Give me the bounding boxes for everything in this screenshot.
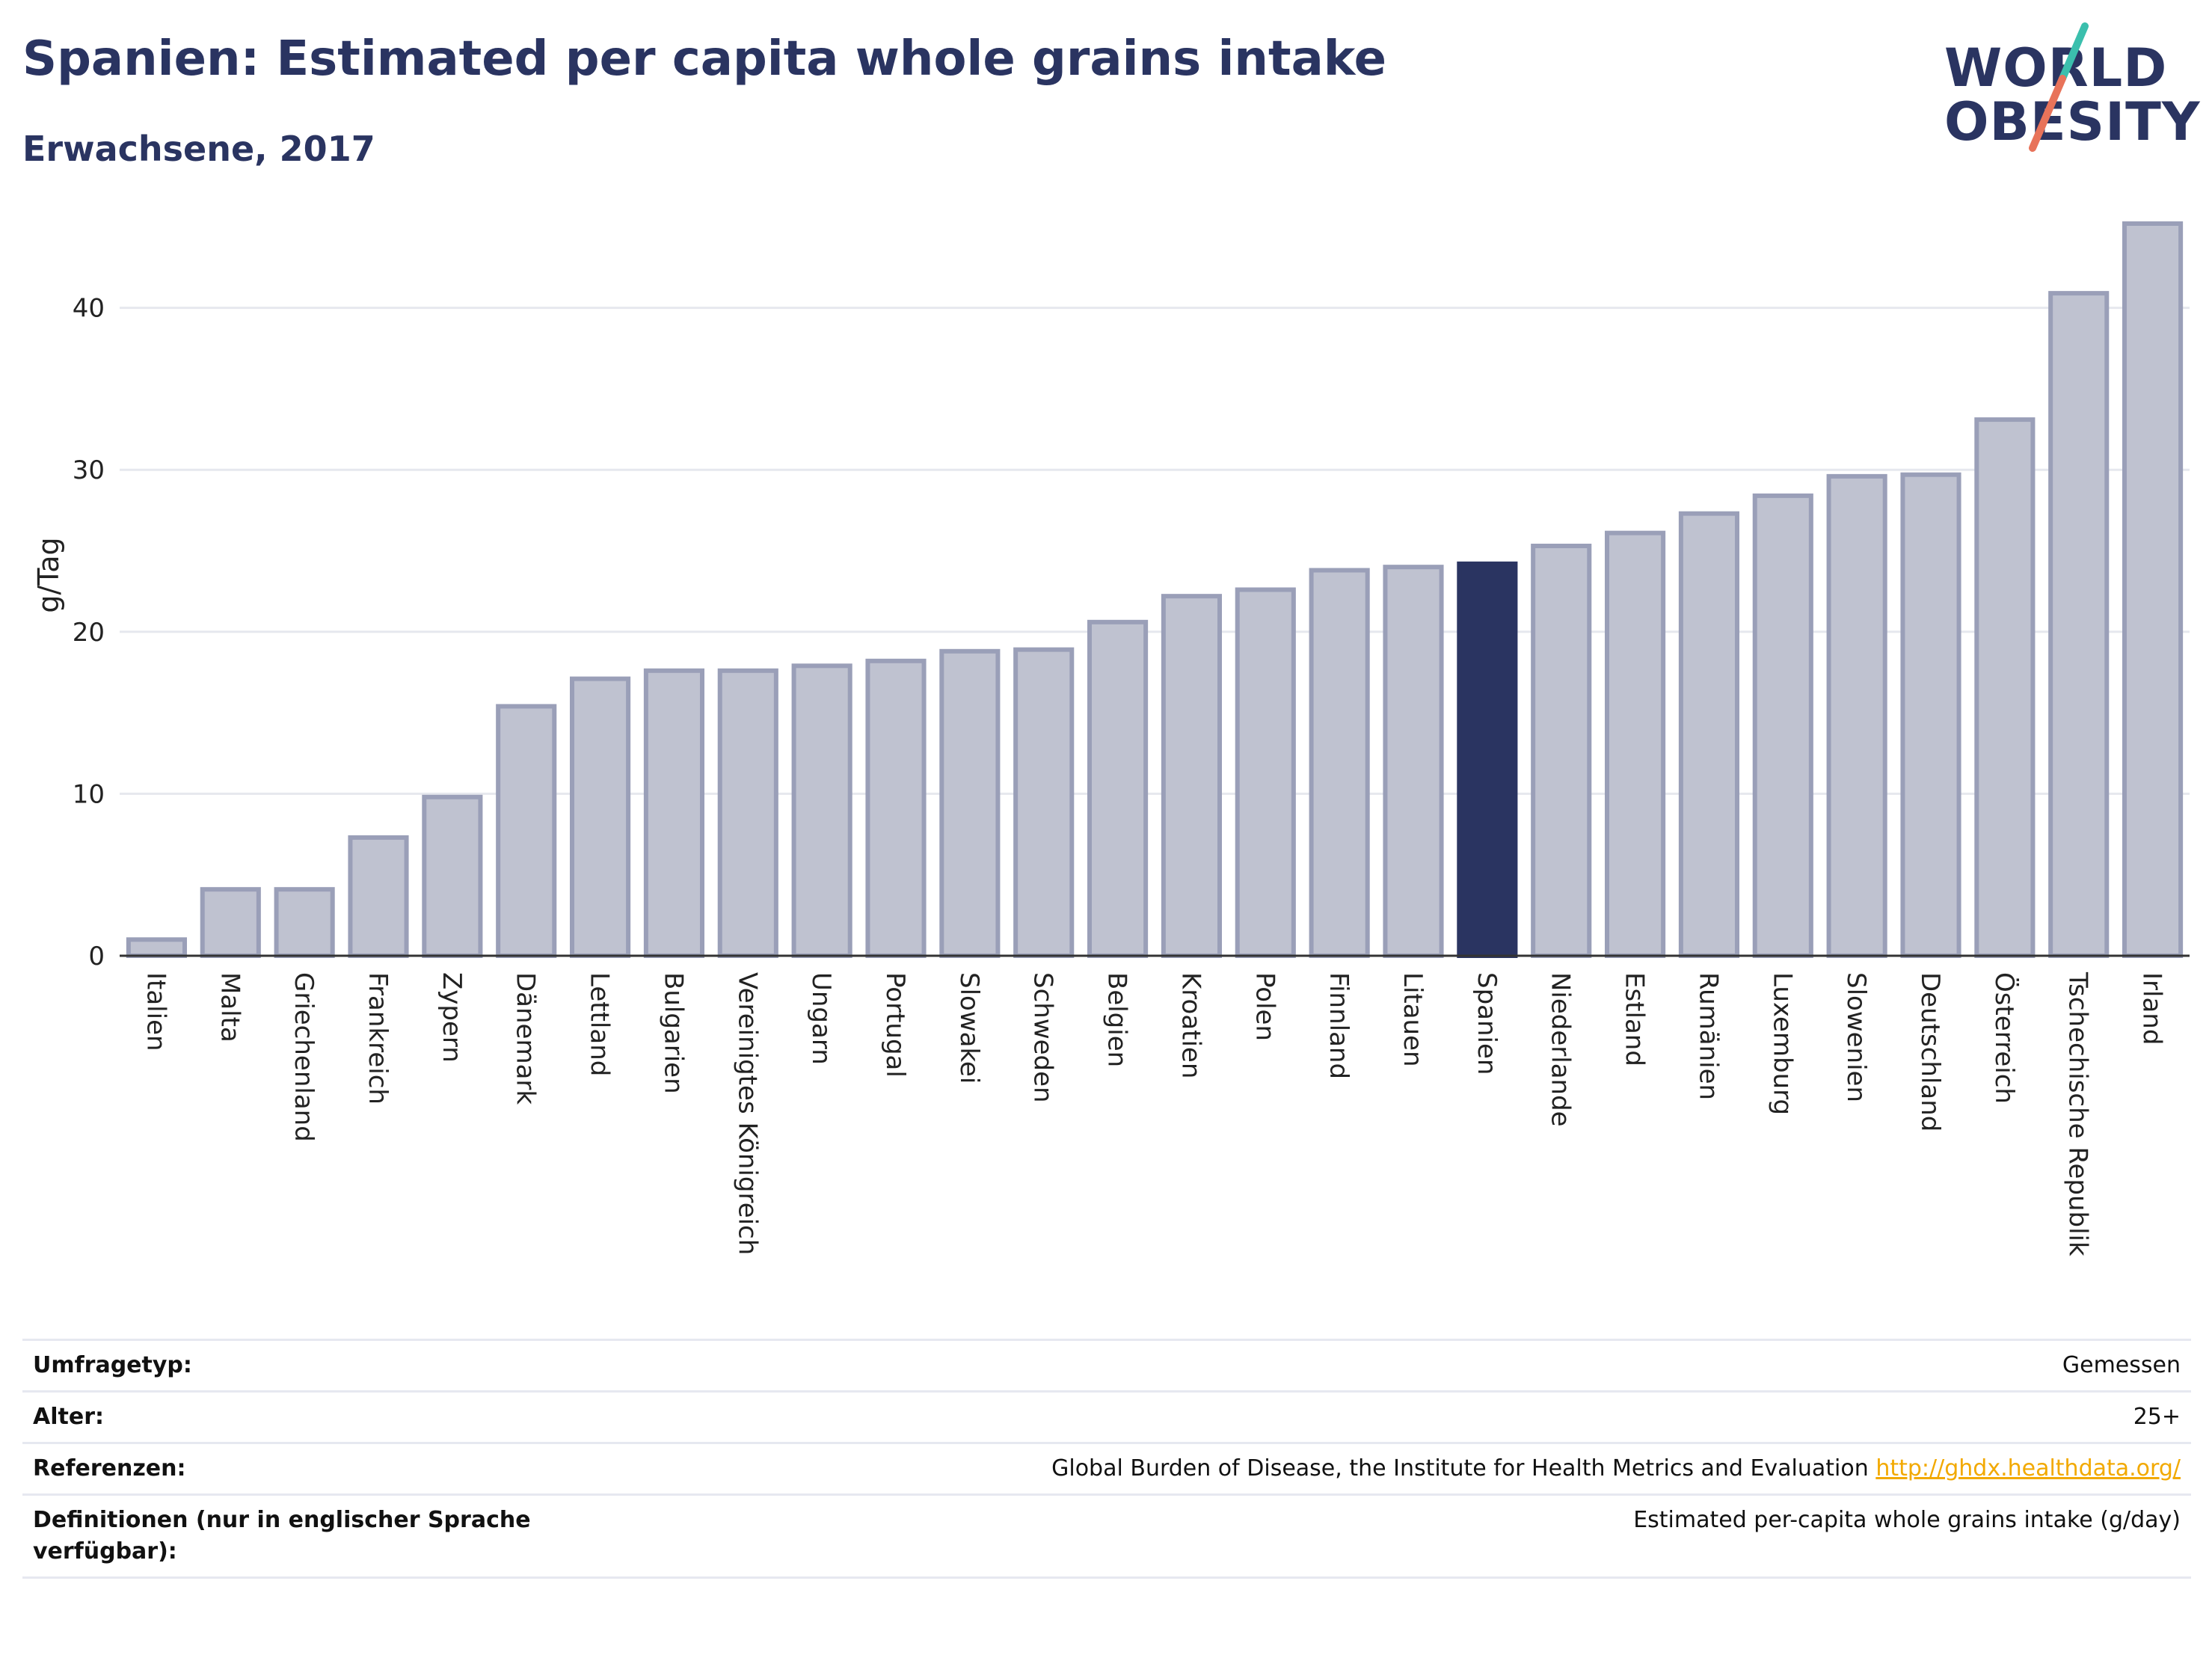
- x-tick-label: Luxemburg: [1767, 972, 1797, 1115]
- info-label: Umfragetyp:: [33, 1352, 192, 1378]
- info-label: Referenzen:: [33, 1455, 186, 1481]
- x-tick-label: Zypern: [437, 972, 467, 1063]
- info-value: Estimated per-capita whole grains intake…: [1633, 1507, 2181, 1533]
- info-value: Global Burden of Disease, the Institute …: [567, 1443, 2191, 1495]
- x-tick-label: Italien: [141, 972, 170, 1051]
- bar: [1235, 587, 1296, 958]
- x-tick-label: Lettland: [585, 972, 615, 1076]
- bar: [2048, 291, 2110, 958]
- bar: [1752, 493, 1813, 958]
- bar: [643, 668, 704, 958]
- bar: [2122, 221, 2184, 958]
- bar: [1161, 594, 1222, 959]
- x-tick-label: Kroatien: [1176, 972, 1205, 1078]
- bar: [1826, 473, 1887, 958]
- x-tick-label: Bulgarien: [658, 972, 688, 1094]
- x-tick-label: Tschechische Republik: [2063, 971, 2093, 1256]
- y-tick-label: 10: [73, 779, 105, 809]
- x-tick-label: Niederlande: [1546, 972, 1576, 1127]
- info-row-survey-type: Umfragetyp: Gemessen: [22, 1339, 2191, 1392]
- x-tick-label: Polen: [1250, 972, 1279, 1041]
- x-tick-label: Rumänien: [1693, 972, 1723, 1100]
- reference-link[interactable]: http://ghdx.healthdata.org/: [1875, 1455, 2181, 1481]
- bar: [1974, 417, 2036, 958]
- x-tick-label: Dänemark: [511, 972, 541, 1105]
- x-tick-label: Finnland: [1324, 972, 1354, 1079]
- x-tick-label: Belgien: [1102, 972, 1132, 1067]
- reference-text: Global Burden of Disease, the Institute …: [1051, 1455, 1869, 1481]
- bar: [1383, 565, 1444, 958]
- chart-subtitle: Erwachsene, 2017: [22, 129, 375, 169]
- bar: [1309, 568, 1370, 958]
- bar: [1605, 530, 1666, 958]
- logo-slash-icon: [2029, 22, 2089, 152]
- logo-line-2: OBESITY: [1944, 91, 2201, 153]
- y-tick-label: 0: [88, 942, 105, 971]
- x-tick-label: Slowenien: [1841, 972, 1871, 1102]
- world-obesity-logo[interactable]: WORLD OBESITY: [1944, 22, 2201, 165]
- x-tick-label: Griechenland: [289, 972, 319, 1142]
- bar: [1531, 544, 1592, 958]
- y-tick-label: 40: [73, 294, 105, 324]
- bar: [422, 794, 483, 959]
- bar: [200, 887, 261, 959]
- x-tick-label: Spanien: [1472, 972, 1502, 1075]
- bar: [496, 704, 557, 958]
- info-table: Umfragetyp: Gemessen Alter: 25+ Referenz…: [22, 1339, 2191, 1579]
- x-tick-label: Vereinigtes Königreich: [732, 972, 762, 1255]
- x-tick-label: Estland: [1620, 972, 1650, 1066]
- x-tick-label: Österreich: [1989, 972, 2020, 1104]
- bar: [348, 835, 409, 959]
- y-tick-label: 20: [73, 618, 105, 648]
- x-tick-label: Litauen: [1398, 972, 1428, 1067]
- bar: [1457, 561, 1518, 958]
- info-value: 25+: [2133, 1404, 2181, 1430]
- bar: [570, 676, 631, 958]
- bar: [939, 648, 1001, 958]
- y-tick-label: 30: [73, 455, 105, 485]
- bar: [1678, 511, 1739, 958]
- bar: [717, 668, 778, 958]
- x-tick-label: Irland: [2137, 972, 2167, 1045]
- bar: [126, 937, 187, 959]
- y-axis-label: g/Tag: [32, 537, 65, 612]
- x-tick-label: Frankreich: [363, 972, 393, 1105]
- info-row-definitions: Definitionen (nur in englischer Sprache …: [22, 1494, 2191, 1578]
- bar: [274, 887, 335, 959]
- bar: [865, 658, 927, 958]
- bar: [1013, 647, 1075, 958]
- info-label: Definitionen (nur in englischer Sprache …: [33, 1507, 531, 1565]
- bar: [791, 663, 852, 959]
- info-row-age: Alter: 25+: [22, 1391, 2191, 1443]
- x-tick-label: Slowakei: [954, 972, 984, 1084]
- x-tick-label: Schweden: [1028, 972, 1058, 1103]
- info-label: Alter:: [33, 1404, 104, 1430]
- x-tick-label: Portugal: [880, 972, 910, 1078]
- x-tick-label: Malta: [215, 972, 245, 1043]
- bar: [1900, 472, 1961, 958]
- x-tick-label: Deutschland: [1915, 972, 1945, 1132]
- bar-chart: 0 10 20 30 40 g/Tag Italien Malta Griechenland Fr…: [32, 221, 2190, 1256]
- bar: [1087, 619, 1149, 958]
- x-tick-label: Ungarn: [806, 972, 836, 1065]
- info-value: Gemessen: [2062, 1352, 2181, 1378]
- info-row-references: Referenzen: Global Burden of Disease, th…: [22, 1443, 2191, 1495]
- chart-title: Spanien: Estimated per capita whole grai…: [22, 31, 1386, 87]
